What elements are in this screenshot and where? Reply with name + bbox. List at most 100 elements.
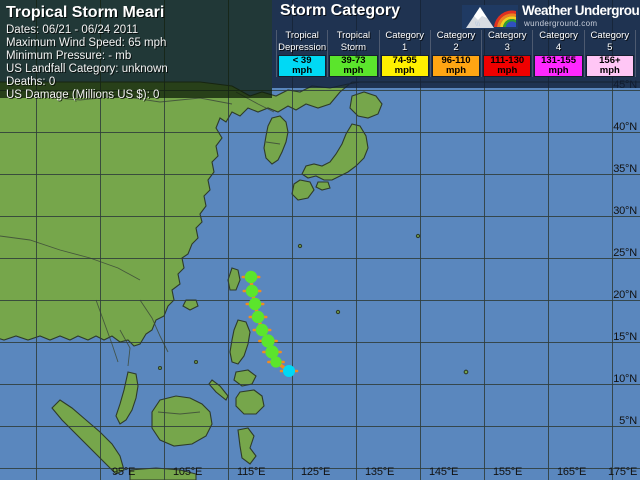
lat-label: 25°N xyxy=(613,247,637,259)
category-label-line2: 4 xyxy=(555,42,562,53)
grid-meridian xyxy=(548,0,549,480)
category-label: Tropical Depression xyxy=(277,30,327,54)
border-borneo-split xyxy=(157,411,201,415)
category-label-line2: Depression xyxy=(278,42,327,53)
category-swatch: 39-73 mph xyxy=(329,54,378,77)
legend-title: Storm Category xyxy=(280,2,401,19)
category-swatch: < 39 mph xyxy=(278,55,327,77)
track-point[interactable] xyxy=(245,284,259,298)
grid-parallel xyxy=(0,132,640,133)
shikoku-shape xyxy=(315,181,331,191)
track-point[interactable] xyxy=(265,345,279,359)
grid-parallel xyxy=(0,426,640,427)
grid-parallel xyxy=(0,468,640,469)
track-point[interactable] xyxy=(283,365,295,377)
lat-label: 20°N xyxy=(613,289,637,301)
mindanao-shape xyxy=(235,389,265,415)
lon-label: 145°E xyxy=(429,466,459,478)
category-unit: mph xyxy=(548,65,569,76)
honshu-shape xyxy=(301,123,369,181)
mountain-rainbow-icon: \\\ xyxy=(462,5,518,29)
category-label: Category 2 xyxy=(431,30,481,54)
category-label: Category 4 xyxy=(533,30,583,54)
island-dot-6 xyxy=(157,365,163,371)
grid-meridian xyxy=(612,0,613,480)
category-column-td[interactable]: Tropical Depression < 39 mph xyxy=(276,30,327,77)
grid-meridian xyxy=(228,0,229,480)
lon-label: 135°E xyxy=(365,466,395,478)
category-label-line1: Tropical xyxy=(285,30,319,41)
brand-url: wunderground.com xyxy=(524,19,598,28)
category-label-line2: 2 xyxy=(453,42,459,53)
grid-meridian xyxy=(484,0,485,480)
category-range: 39-73 xyxy=(341,54,366,66)
category-label-line1: Category xyxy=(385,30,424,41)
info-line-max-wind: Maximum Wind Speed: 65 mph xyxy=(6,37,167,49)
page-title: Tropical Storm Meari xyxy=(6,4,165,21)
track-point[interactable] xyxy=(251,310,265,324)
category-label: Tropical Storm xyxy=(328,30,378,54)
grid-parallel xyxy=(0,342,640,343)
category-label-line2: 5 xyxy=(607,42,613,53)
borneo-shape xyxy=(151,395,213,447)
lon-label: 115°E xyxy=(237,466,266,478)
border-china-india xyxy=(0,235,141,281)
storm-info-panel: Tropical Storm Meari Dates: 06/21 - 06/2… xyxy=(0,0,272,101)
island-dot-1 xyxy=(415,233,421,239)
korea-shape xyxy=(263,115,289,165)
grid-meridian xyxy=(100,0,101,480)
category-column-2[interactable]: Category 2 96-110 mph xyxy=(429,30,481,77)
sumatra-shape xyxy=(51,399,125,475)
lon-label: 155°E xyxy=(493,466,523,478)
category-column-4[interactable]: Category 4 131-155 mph xyxy=(532,30,583,77)
category-label: Category 5 xyxy=(585,30,635,54)
track-point[interactable] xyxy=(261,334,275,348)
track-point[interactable] xyxy=(255,323,269,337)
lat-label: 40°N xyxy=(613,121,637,133)
grid-parallel xyxy=(0,300,640,301)
info-line-dates: Dates: 06/21 - 06/24 2011 xyxy=(6,24,139,36)
category-column-5[interactable]: Category 5 156+ mph xyxy=(583,30,636,77)
lat-label: 5°N xyxy=(619,415,637,427)
category-range: 74-95 xyxy=(392,54,417,66)
weather-underground-logo[interactable]: \\\ Weather Underground® wunderground.co… xyxy=(460,1,640,31)
category-label-line1: Category xyxy=(539,30,578,41)
track-point[interactable] xyxy=(270,356,282,368)
island-dot-3 xyxy=(335,309,341,315)
grid-meridian xyxy=(292,0,293,480)
category-swatch: 96-110 mph xyxy=(431,55,481,77)
info-line-landfall-category: US Landfall Category: unknown xyxy=(6,63,168,75)
grid-parallel xyxy=(0,258,640,259)
category-label-line2: 3 xyxy=(504,42,510,53)
category-unit: mph xyxy=(497,65,518,76)
grid-meridian xyxy=(420,0,421,480)
category-unit: mph xyxy=(292,65,313,76)
category-unit: mph xyxy=(343,65,364,76)
category-column-1[interactable]: Category 1 74-95 mph xyxy=(378,30,430,77)
category-swatch: 156+ mph xyxy=(585,55,634,77)
category-unit: mph xyxy=(445,65,467,76)
category-column-3[interactable]: Category 3 111-130 mph xyxy=(481,30,532,77)
category-label-line2: Storm xyxy=(340,42,367,53)
category-range: 131-155 xyxy=(541,54,576,66)
category-unit: mph xyxy=(394,65,415,76)
lon-label: 165°E xyxy=(557,466,587,478)
track-point[interactable] xyxy=(248,297,262,311)
lat-label: 30°N xyxy=(613,205,637,217)
info-line-min-pressure: Minimum Pressure: - mb xyxy=(6,50,132,62)
storm-category-legend-panel: Storm Category \\\ Weather Underground® … xyxy=(272,0,640,88)
grid-parallel xyxy=(0,174,640,175)
info-line-us-damage: US Damage (Millions US $): 0 xyxy=(6,89,160,101)
category-swatch: 111-130 mph xyxy=(483,55,532,77)
category-label-line1: Category xyxy=(487,30,527,41)
grid-meridian xyxy=(164,0,165,480)
category-scale: Tropical Depression < 39 mph Tropical St… xyxy=(276,30,636,77)
category-unit: mph xyxy=(599,65,620,76)
category-column-ts[interactable]: Tropical Storm 39-73 mph xyxy=(327,30,378,77)
lon-label: 95°E xyxy=(112,466,136,478)
lat-label: 35°N xyxy=(613,163,637,175)
border-thailand xyxy=(119,329,131,367)
track-point[interactable] xyxy=(244,270,258,284)
category-swatch: 74-95 mph xyxy=(380,54,429,77)
